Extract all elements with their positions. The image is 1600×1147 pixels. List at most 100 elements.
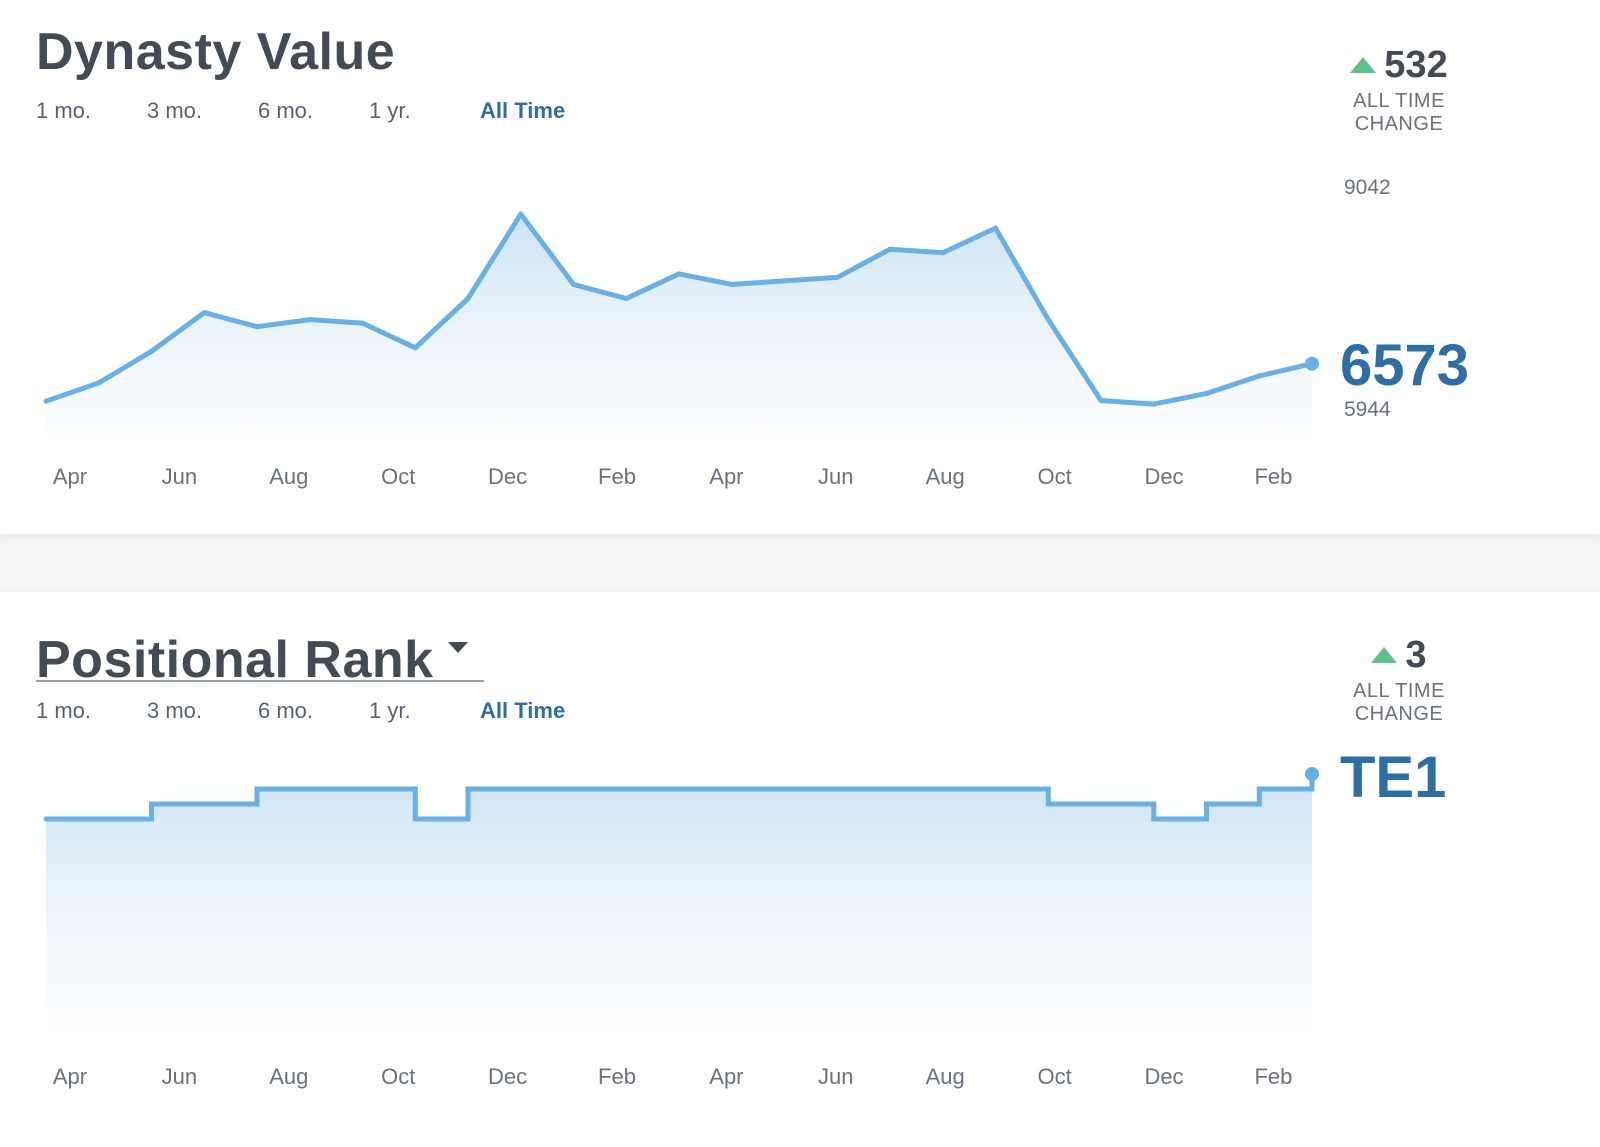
data-point (518, 211, 524, 217)
x-tick-label: Aug (926, 464, 965, 489)
x-tick-label: Jun (162, 464, 197, 489)
change-label: ALL TIME CHANGE (1353, 680, 1445, 725)
data-point (412, 816, 418, 822)
data-point (307, 786, 313, 792)
x-tick-label: Dec (1144, 464, 1183, 489)
range-1yr[interactable]: 1 yr. (369, 698, 411, 723)
data-point (729, 281, 735, 287)
all-time-change: 3 ALL TIME CHANGE (1308, 632, 1490, 726)
data-point (676, 786, 682, 792)
data-point (1256, 786, 1262, 792)
x-tick-label: Oct (1037, 1064, 1071, 1089)
range-all-time[interactable]: All Time (480, 698, 566, 723)
data-point (518, 786, 524, 792)
data-point (412, 345, 418, 351)
data-point (940, 250, 946, 256)
range-1mo[interactable]: 1 mo. (36, 98, 92, 123)
data-point (96, 816, 102, 822)
x-tick-label: Oct (1037, 464, 1071, 489)
x-tick-label: Aug (269, 1064, 308, 1089)
range-3mo[interactable]: 3 mo. (147, 698, 203, 723)
change-label: ALL TIME CHANGE (1353, 90, 1445, 135)
range-all-time[interactable]: All Time (480, 98, 566, 123)
range-1yr[interactable]: 1 yr. (369, 98, 411, 123)
all-time-change: 532 ALL TIME CHANGE (1308, 42, 1490, 136)
data-point (1204, 391, 1209, 396)
axis-max-label: 9042 (1344, 176, 1391, 199)
range-6mo[interactable]: 6 mo. (258, 98, 314, 123)
x-tick-label: Apr (53, 464, 87, 489)
up-arrow-icon (1350, 57, 1377, 73)
data-point (96, 380, 102, 386)
data-point (834, 274, 840, 280)
data-point (1098, 398, 1104, 403)
page-title: Dynasty Value (36, 23, 396, 81)
current-rank: TE1 (1340, 745, 1447, 810)
data-point (149, 801, 154, 807)
x-tick-label: Apr (709, 464, 743, 489)
x-tick-label: Apr (709, 1064, 743, 1089)
data-point (571, 281, 576, 287)
current-point-marker[interactable] (1305, 356, 1319, 371)
caret-down-icon (448, 642, 468, 653)
data-point (43, 398, 49, 404)
data-point (1045, 317, 1051, 323)
data-point (887, 246, 893, 252)
data-point (571, 786, 576, 792)
positional-rank-chart: Apr Jun Aug Oct Dec Feb Apr Jun Aug Oct Dec Feb (43, 767, 1319, 1089)
data-point (149, 348, 154, 354)
data-point (729, 786, 735, 792)
data-point (782, 786, 787, 792)
section-title: Positional Rank (36, 631, 434, 689)
range-6mo[interactable]: 6 mo. (258, 698, 314, 723)
data-point (307, 317, 313, 323)
dynasty-value-chart: Apr Jun Aug Oct Dec Feb Apr Jun Aug Oct Dec Feb (43, 211, 1319, 489)
data-point (465, 296, 471, 301)
dynasty-value-card: Apr Jun Aug Oct Dec Feb Apr Jun Aug Oct Dec Feb Dyn… (0, 0, 1600, 534)
data-point (201, 310, 207, 316)
positional-rank-dropdown[interactable]: Positional Rank (36, 608, 484, 689)
data-point (993, 225, 998, 231)
data-point (465, 786, 471, 792)
data-point (887, 786, 893, 792)
data-point (676, 271, 682, 277)
current-point-marker[interactable] (1305, 767, 1319, 781)
x-tick-label: Feb (1254, 1064, 1292, 1089)
data-point (201, 801, 207, 807)
x-tick-label: Oct (381, 1064, 415, 1089)
x-tick-label: Dec (488, 464, 527, 489)
data-point (782, 278, 787, 284)
data-point (1151, 816, 1157, 822)
x-tick-label: Jun (818, 464, 853, 489)
x-tick-label: Oct (381, 464, 415, 489)
x-tick-label: Dec (1144, 1064, 1183, 1089)
data-point (940, 786, 946, 792)
range-3mo[interactable]: 3 mo. (147, 98, 203, 123)
series-area (46, 774, 1312, 1032)
data-point (1045, 801, 1051, 807)
data-point (834, 786, 840, 792)
range-1mo[interactable]: 1 mo. (36, 698, 92, 723)
change-value: 3 (1405, 634, 1427, 676)
x-tick-label: Dec (488, 1064, 527, 1089)
x-tick-label: Aug (269, 464, 308, 489)
x-tick-label: Feb (1254, 464, 1292, 489)
data-point (254, 324, 260, 330)
current-value: 6573 (1340, 333, 1470, 398)
data-point (360, 320, 365, 326)
x-tick-label: Jun (818, 1064, 853, 1089)
series-area (46, 214, 1312, 440)
x-tick-label: Apr (53, 1064, 87, 1089)
data-point (254, 786, 260, 792)
x-tick-label: Feb (598, 1064, 636, 1089)
data-point (43, 816, 49, 822)
data-point (1151, 401, 1157, 407)
axis-min-label: 5944 (1344, 398, 1391, 421)
x-tick-label: Aug (926, 1064, 965, 1089)
data-point (360, 786, 365, 792)
data-point (1204, 801, 1209, 807)
data-point (1256, 373, 1262, 379)
series-line (46, 774, 1315, 822)
x-tick-label: Feb (598, 464, 636, 489)
x-tick-label: Jun (162, 1064, 197, 1089)
